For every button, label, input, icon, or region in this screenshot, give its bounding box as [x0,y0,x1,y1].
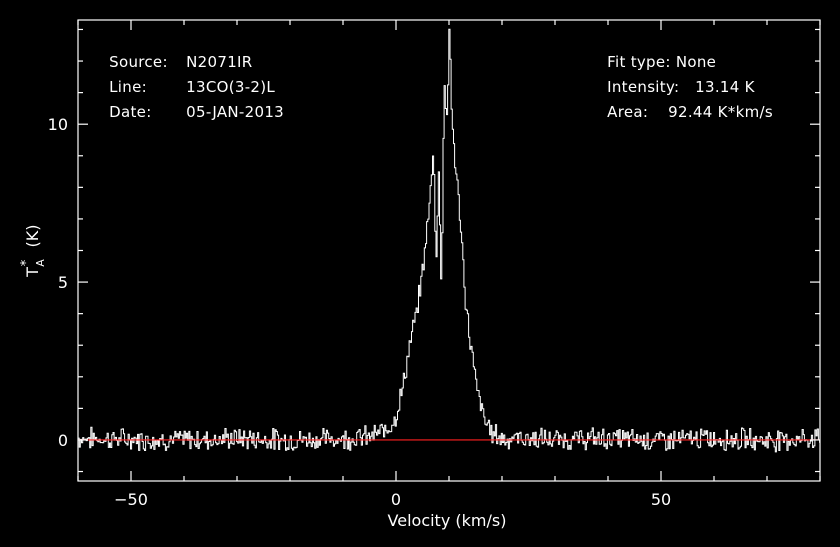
line-label: Line: [109,78,147,96]
x-axis-label: Velocity (km/s) [388,511,507,530]
svg-text:A: A [34,259,47,267]
fit-type-label: Fit type: [607,53,671,71]
y-tick-label: 5 [58,273,68,292]
y-axis-label: T A * (K) [19,225,47,278]
date-label: Date: [109,103,152,121]
fit-type-row: Fit type: None [597,35,716,71]
y-tick-label: 0 [58,431,68,450]
source-label: Source: [109,53,168,71]
line-row: Line: 13CO(3-2)L [99,60,275,96]
svg-text:T: T [23,267,42,278]
intensity-value: 13.14 K [695,78,755,96]
date-value: 05-JAN-2013 [186,103,285,121]
intensity-row: Intensity: 13.14 K [597,60,755,96]
x-tick-label: 0 [391,490,401,509]
x-tick-label: 50 [651,490,671,509]
svg-text:*: * [19,259,34,266]
source-row: Source: N2071IR [99,35,252,71]
y-tick-label: 10 [48,115,68,134]
source-value: N2071IR [186,53,253,71]
intensity-label: Intensity: [607,78,680,96]
date-row: Date: 05-JAN-2013 [99,85,284,121]
svg-text:(K): (K) [23,225,42,248]
line-value: 13CO(3-2)L [186,78,276,96]
x-tick-label: −50 [114,490,148,509]
fit-type-value: None [675,53,717,71]
area-value: 92.44 K*km/s [668,103,773,121]
area-row: Area: 92.44 K*km/s [597,85,773,121]
area-label: Area: [607,103,649,121]
